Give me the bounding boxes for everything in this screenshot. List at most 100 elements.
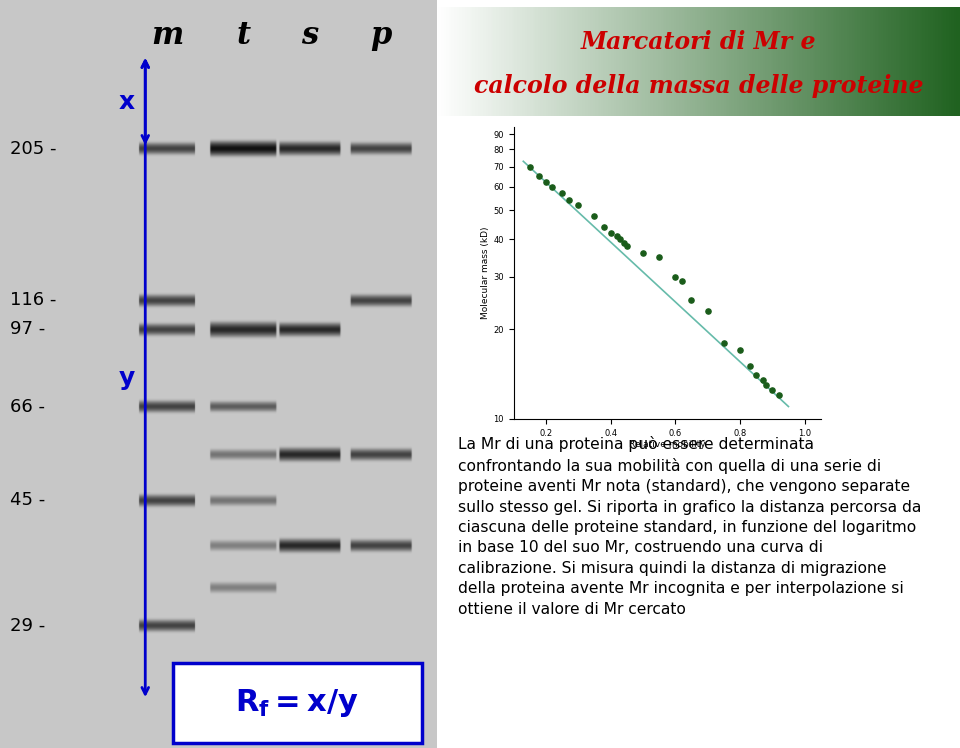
Bar: [871, 7, 875, 116]
Bar: [711, 7, 715, 116]
Bar: [646, 7, 650, 116]
Bar: [793, 7, 796, 116]
Bar: [834, 7, 838, 116]
Point: [636, 247, 651, 259]
Text: 205 -: 205 -: [11, 140, 57, 158]
Point: [758, 379, 774, 391]
Bar: [790, 7, 794, 116]
Bar: [534, 7, 538, 116]
Bar: [769, 7, 773, 116]
Bar: [895, 7, 899, 116]
Bar: [492, 7, 495, 116]
Text: calcolo della massa delle proteine: calcolo della massa delle proteine: [473, 73, 924, 97]
Text: 45 -: 45 -: [11, 491, 45, 509]
Bar: [879, 7, 882, 116]
Bar: [173, 663, 421, 743]
Bar: [546, 7, 550, 116]
Point: [716, 337, 732, 349]
Bar: [926, 7, 929, 116]
Text: t: t: [237, 20, 251, 51]
Bar: [528, 7, 532, 116]
Bar: [748, 7, 752, 116]
Text: 97 -: 97 -: [11, 320, 45, 338]
Text: $\mathbf{R_f = x/y}$: $\mathbf{R_f = x/y}$: [235, 687, 359, 719]
Bar: [740, 7, 744, 116]
Bar: [667, 7, 671, 116]
Bar: [808, 7, 812, 116]
Point: [700, 305, 715, 317]
Bar: [607, 7, 611, 116]
Y-axis label: Molecular mass (kD): Molecular mass (kD): [482, 227, 491, 319]
Point: [732, 344, 748, 356]
Bar: [889, 7, 893, 116]
Bar: [866, 7, 870, 116]
Bar: [819, 7, 823, 116]
Bar: [481, 7, 485, 116]
Bar: [795, 7, 799, 116]
Text: m: m: [152, 20, 183, 51]
Bar: [921, 7, 924, 116]
Bar: [822, 7, 825, 116]
Bar: [450, 7, 453, 116]
Bar: [829, 7, 833, 116]
Bar: [633, 7, 636, 116]
Bar: [505, 7, 509, 116]
Bar: [489, 7, 492, 116]
Bar: [910, 7, 914, 116]
Bar: [852, 7, 856, 116]
Bar: [892, 7, 896, 116]
Bar: [670, 7, 673, 116]
Bar: [531, 7, 535, 116]
Bar: [916, 7, 919, 116]
Bar: [730, 7, 733, 116]
Bar: [805, 7, 809, 116]
Bar: [541, 7, 545, 116]
Point: [610, 230, 625, 242]
Point: [667, 271, 683, 283]
Bar: [831, 7, 835, 116]
Bar: [827, 7, 830, 116]
Bar: [643, 7, 647, 116]
Bar: [798, 7, 802, 116]
Bar: [708, 7, 712, 116]
Bar: [777, 7, 780, 116]
Bar: [754, 7, 757, 116]
Text: 66 -: 66 -: [11, 397, 45, 416]
Bar: [620, 7, 624, 116]
Bar: [855, 7, 859, 116]
Bar: [466, 7, 469, 116]
Text: p: p: [371, 20, 392, 51]
Bar: [526, 7, 529, 116]
Bar: [591, 7, 595, 116]
Bar: [502, 7, 506, 116]
Bar: [764, 7, 767, 116]
Bar: [680, 7, 684, 116]
Bar: [848, 7, 852, 116]
Bar: [696, 7, 700, 116]
Bar: [735, 7, 738, 116]
Text: s: s: [301, 20, 319, 51]
Bar: [928, 7, 932, 116]
Bar: [447, 7, 451, 116]
Bar: [544, 7, 548, 116]
Bar: [887, 7, 891, 116]
Bar: [654, 7, 658, 116]
Bar: [661, 7, 665, 116]
Bar: [586, 7, 589, 116]
Bar: [604, 7, 608, 116]
Bar: [555, 7, 558, 116]
Bar: [458, 7, 462, 116]
Point: [619, 240, 635, 252]
Bar: [813, 7, 817, 116]
Bar: [516, 7, 519, 116]
Bar: [717, 7, 720, 116]
Bar: [588, 7, 592, 116]
Bar: [908, 7, 911, 116]
Point: [612, 233, 628, 245]
Bar: [743, 7, 747, 116]
Bar: [824, 7, 828, 116]
Bar: [570, 7, 574, 116]
Point: [755, 374, 770, 386]
Bar: [840, 7, 843, 116]
Bar: [898, 7, 900, 116]
